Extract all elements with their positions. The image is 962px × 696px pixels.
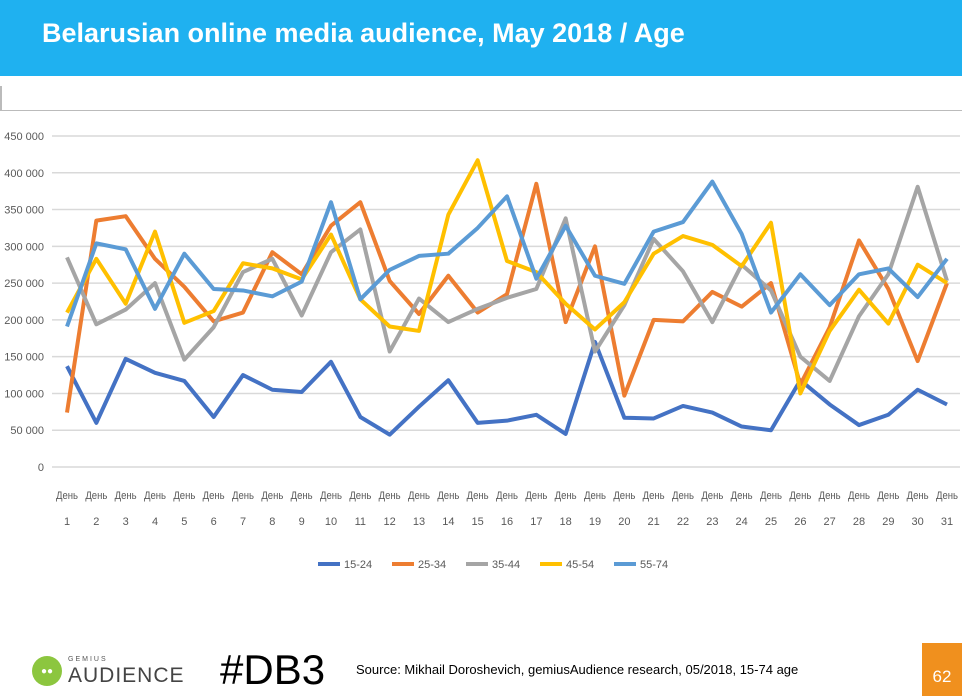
x-tick-prefix: День: [85, 490, 107, 502]
x-tick-prefix: День: [613, 490, 635, 502]
x-tick-prefix: День: [672, 490, 694, 502]
people-icon: ●●: [32, 656, 62, 686]
x-tick-prefix: День: [203, 490, 225, 502]
page-number: 62: [932, 667, 952, 686]
legend-label: 45-54: [566, 559, 594, 571]
y-tick-label: 50 000: [10, 425, 44, 437]
series-line-35-44: [65, 184, 949, 383]
x-tick-label: 20: [618, 516, 630, 528]
y-tick-label: 350 000: [4, 205, 44, 217]
hashtag: #DB3: [220, 646, 326, 693]
x-tick-label: 28: [853, 516, 865, 528]
x-tick-prefix: День: [379, 490, 401, 502]
x-tick-prefix: День: [173, 490, 195, 502]
x-tick-prefix: День: [437, 490, 459, 502]
x-tick-label: 14: [442, 516, 454, 528]
logo-big-text: AUDIENCE: [68, 664, 185, 687]
x-tick-label: 27: [824, 516, 836, 528]
line-chart: 0 50 000 100 000 150 000 200 000 250 000 300 0…: [4, 131, 960, 571]
x-tick-label: 7: [240, 516, 246, 528]
x-tick-prefix: День: [731, 490, 753, 502]
x-tick-prefix: День: [525, 490, 547, 502]
x-tick-label: 12: [384, 516, 396, 528]
x-tick-prefix: День: [701, 490, 723, 502]
series-line-55-74: [65, 179, 949, 328]
y-tick-label: 100 000: [4, 388, 44, 400]
y-tick-label: 200 000: [4, 315, 44, 327]
x-tick-label: 23: [706, 516, 718, 528]
y-tick-label: 150 000: [4, 352, 44, 364]
x-tick-prefix: День: [467, 490, 489, 502]
x-tick-label: 8: [269, 516, 275, 528]
source-note: Source: Mikhail Doroshevich, gemiusAudie…: [356, 662, 799, 677]
x-tick-prefix: День: [555, 490, 577, 502]
x-tick-label: 13: [413, 516, 425, 528]
x-tick-prefix: День: [848, 490, 870, 502]
x-tick-prefix: День: [56, 490, 78, 502]
x-tick-label: 29: [882, 516, 894, 528]
x-tick-label: 18: [560, 516, 572, 528]
x-tick-label: 17: [530, 516, 542, 528]
x-tick-prefix: День: [584, 490, 606, 502]
logo-small-text: GEMIUS: [68, 656, 108, 663]
gemius-audience-logo: ●● GEMIUS AUDIENCE: [32, 655, 185, 687]
x-tick-prefix: День: [819, 490, 841, 502]
x-tick-prefix: День: [144, 490, 166, 502]
x-tick-label: 30: [912, 516, 924, 528]
x-tick-label: 19: [589, 516, 601, 528]
x-tick-prefix: День: [320, 490, 342, 502]
x-tick-prefix: День: [936, 490, 958, 502]
x-tick-label: 22: [677, 516, 689, 528]
x-tick-prefix: День: [643, 490, 665, 502]
x-tick-prefix: День: [496, 490, 518, 502]
y-tick-label: 450 000: [4, 131, 44, 143]
x-tick-prefix: День: [789, 490, 811, 502]
x-tick-label: 10: [325, 516, 337, 528]
x-tick-prefix: День: [261, 490, 283, 502]
x-tick-prefix: День: [115, 490, 137, 502]
x-tick-label: 15: [472, 516, 484, 528]
x-tick-label: 1: [64, 516, 70, 528]
slide-title: Belarusian online media audience, May 20…: [42, 18, 685, 48]
x-tick-label: 31: [941, 516, 953, 528]
legend-label: 55-74: [640, 559, 668, 571]
series-line-45-54: [65, 158, 949, 396]
x-tick-label: 24: [736, 516, 748, 528]
x-tick-label: 11: [355, 516, 366, 528]
x-tick-prefix: День: [232, 490, 254, 502]
x-tick-label: 9: [299, 516, 305, 528]
legend-label: 15-24: [344, 559, 372, 571]
x-tick-prefix: День: [907, 490, 929, 502]
x-tick-label: 25: [765, 516, 777, 528]
page-number-badge: 62: [922, 643, 962, 696]
x-tick-prefix: День: [291, 490, 313, 502]
x-tick-label: 21: [648, 516, 660, 528]
y-tick-label: 250 000: [4, 278, 44, 290]
y-tick-label: 400 000: [4, 168, 44, 180]
y-tick-label: 300 000: [4, 241, 44, 253]
header-bar: Belarusian online media audience, May 20…: [0, 0, 962, 76]
x-tick-prefix: День: [877, 490, 899, 502]
y-tick-label: 0: [38, 462, 44, 474]
x-tick-label: 16: [501, 516, 513, 528]
x-tick-label: 4: [152, 516, 158, 528]
x-tick-label: 26: [794, 516, 806, 528]
legend-label: 35-44: [492, 559, 520, 571]
x-tick-label: 6: [211, 516, 217, 528]
x-tick-label: 2: [93, 516, 99, 528]
x-tick-prefix: День: [349, 490, 371, 502]
x-tick-label: 3: [123, 516, 129, 528]
x-tick-label: 5: [181, 516, 187, 528]
legend-label: 25-34: [418, 559, 446, 571]
x-tick-prefix: День: [408, 490, 430, 502]
x-tick-prefix: День: [760, 490, 782, 502]
chart-frame: [0, 86, 962, 111]
